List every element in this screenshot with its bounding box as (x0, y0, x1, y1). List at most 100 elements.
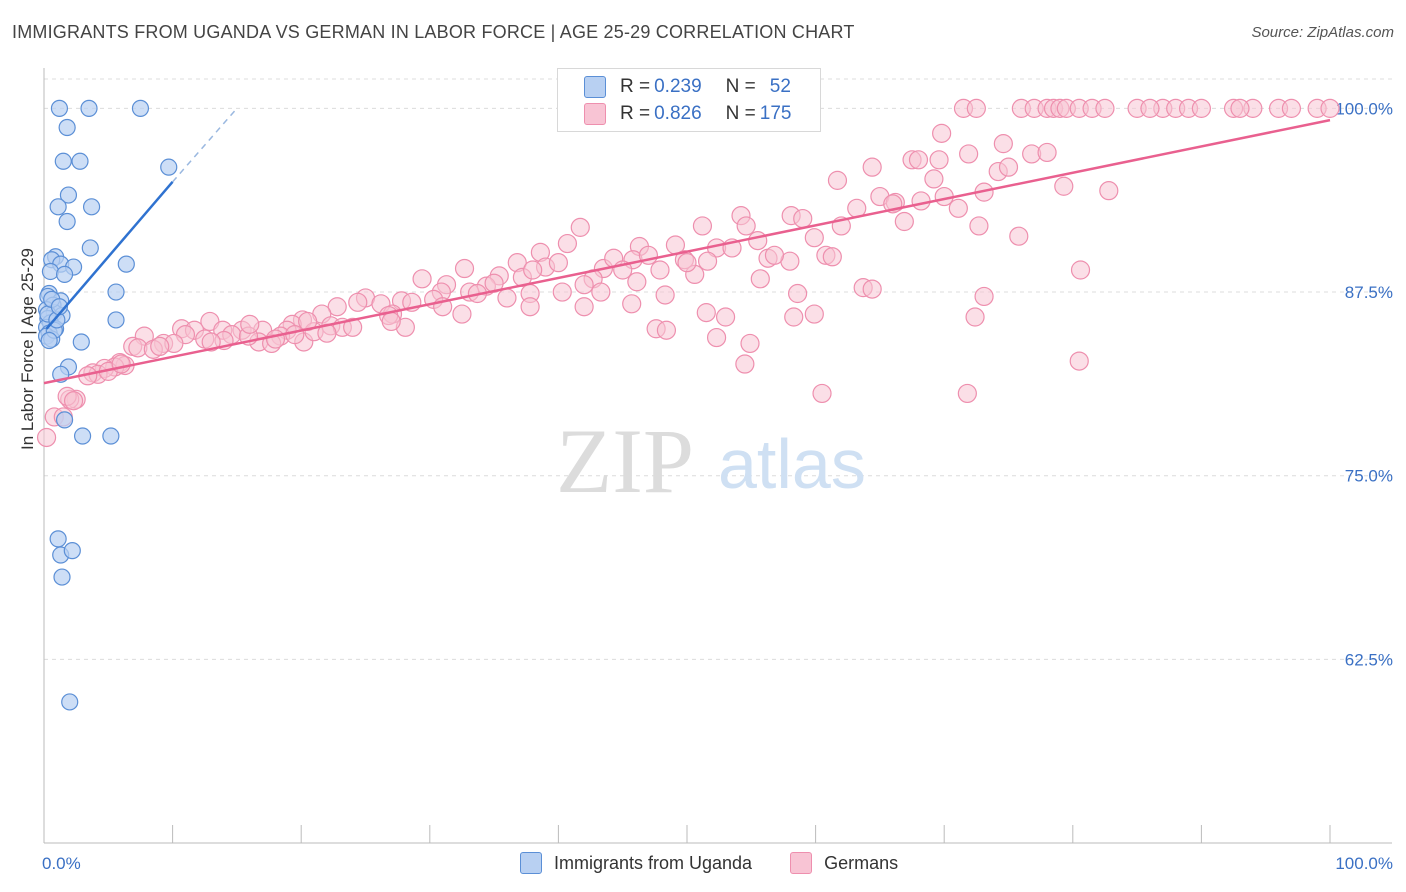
point-germans (201, 332, 221, 352)
point-germans (591, 282, 611, 302)
point-germans (111, 354, 131, 374)
point-germans (520, 297, 540, 317)
watermark-zip: ZIP (556, 410, 694, 512)
series-legend: Immigrants from Uganda Germans (520, 852, 936, 874)
point-germans (1054, 176, 1074, 196)
point-germans (812, 383, 832, 404)
point-germans (932, 123, 952, 143)
point-germans (381, 311, 401, 332)
point-germans (948, 198, 968, 218)
point-uganda (55, 265, 74, 284)
point-uganda (61, 693, 79, 711)
point-germans (1070, 260, 1091, 280)
point-uganda (55, 411, 74, 429)
legend-n-value-germans: 175 (759, 103, 792, 124)
point-uganda (107, 311, 125, 329)
point-uganda (59, 186, 78, 204)
correlation-legend: R = 0.239 N = 52 R = 0.826 N = 175 (557, 68, 821, 132)
point-uganda (72, 333, 90, 351)
point-uganda (54, 152, 72, 170)
point-germans (787, 283, 808, 304)
point-germans (240, 314, 260, 334)
point-germans (497, 288, 517, 308)
point-germans (764, 245, 785, 265)
y-tick-label: 87.5% (1345, 283, 1393, 302)
point-uganda (40, 331, 58, 350)
point-germans (740, 333, 760, 354)
legend-row-germans: R = 0.826 N = 175 (584, 102, 791, 126)
legend-swatch-uganda (584, 76, 606, 98)
trendline-uganda (45, 181, 174, 330)
point-germans (957, 383, 977, 404)
point-germans (348, 292, 368, 312)
point-uganda (63, 542, 81, 560)
point-uganda (58, 212, 76, 231)
point-germans (1009, 226, 1029, 246)
point-germans (692, 216, 713, 236)
legend-n-value-uganda: 52 (769, 76, 791, 97)
point-germans (697, 251, 718, 271)
point-germans (452, 304, 472, 324)
point-uganda (131, 99, 150, 117)
point-germans (1069, 351, 1089, 371)
point-germans (1099, 181, 1119, 201)
point-germans (265, 329, 286, 349)
chart-title: IMMIGRANTS FROM UGANDA VS GERMAN IN LABO… (12, 22, 855, 42)
point-uganda (117, 255, 135, 273)
legend-n-label: N = (725, 76, 756, 97)
point-germans (804, 304, 824, 324)
legend-r-value-uganda: 0.239 (654, 76, 702, 97)
point-germans (327, 297, 347, 317)
point-germans (862, 279, 882, 299)
point-germans (1095, 98, 1115, 118)
point-germans (911, 191, 931, 211)
legend-swatch-germans (790, 852, 813, 874)
y-tick-label: 62.5% (1345, 650, 1393, 669)
point-germans (706, 327, 727, 348)
point-germans (574, 297, 594, 317)
point-uganda (41, 262, 60, 281)
point-uganda (49, 530, 67, 548)
point-germans (750, 269, 770, 289)
point-germans (1191, 98, 1212, 118)
legend-r-label: R = (620, 103, 651, 124)
point-germans (966, 98, 986, 118)
point-uganda (160, 158, 178, 176)
point-germans (622, 294, 642, 314)
point-uganda (82, 198, 101, 216)
point-germans (969, 216, 989, 236)
point-germans (696, 303, 716, 323)
point-germans (735, 354, 755, 374)
legend-item-germans: Germans (790, 852, 898, 874)
point-germans (1230, 98, 1250, 118)
point-germans (784, 307, 804, 327)
point-germans (822, 247, 842, 267)
source-label: Source: ZipAtlas.com (1251, 24, 1394, 41)
legend-row-uganda: R = 0.239 N = 52 (584, 75, 791, 99)
point-germans (552, 282, 572, 302)
point-germans (965, 307, 985, 327)
watermark-atlas: atlas (718, 425, 866, 503)
point-germans (523, 260, 543, 280)
point-germans (1037, 142, 1057, 163)
point-germans (827, 170, 848, 190)
point-germans (793, 208, 813, 229)
legend-label-germans: Germans (824, 852, 899, 873)
point-uganda (50, 99, 69, 117)
point-germans (929, 150, 949, 170)
point-germans (1320, 98, 1340, 118)
point-germans (804, 228, 824, 248)
legend-r-label: R = (620, 76, 651, 97)
point-germans (862, 157, 882, 177)
point-uganda (58, 118, 76, 137)
point-germans (655, 285, 675, 305)
point-germans (656, 320, 677, 340)
point-germans (959, 144, 979, 164)
point-uganda (102, 427, 120, 445)
y-axis-label: In Labor Force | Age 25-29 (18, 248, 37, 450)
legend-label-uganda: Immigrants from Uganda (554, 852, 753, 873)
point-germans (715, 307, 736, 327)
point-uganda (73, 427, 92, 445)
point-germans (736, 216, 756, 236)
